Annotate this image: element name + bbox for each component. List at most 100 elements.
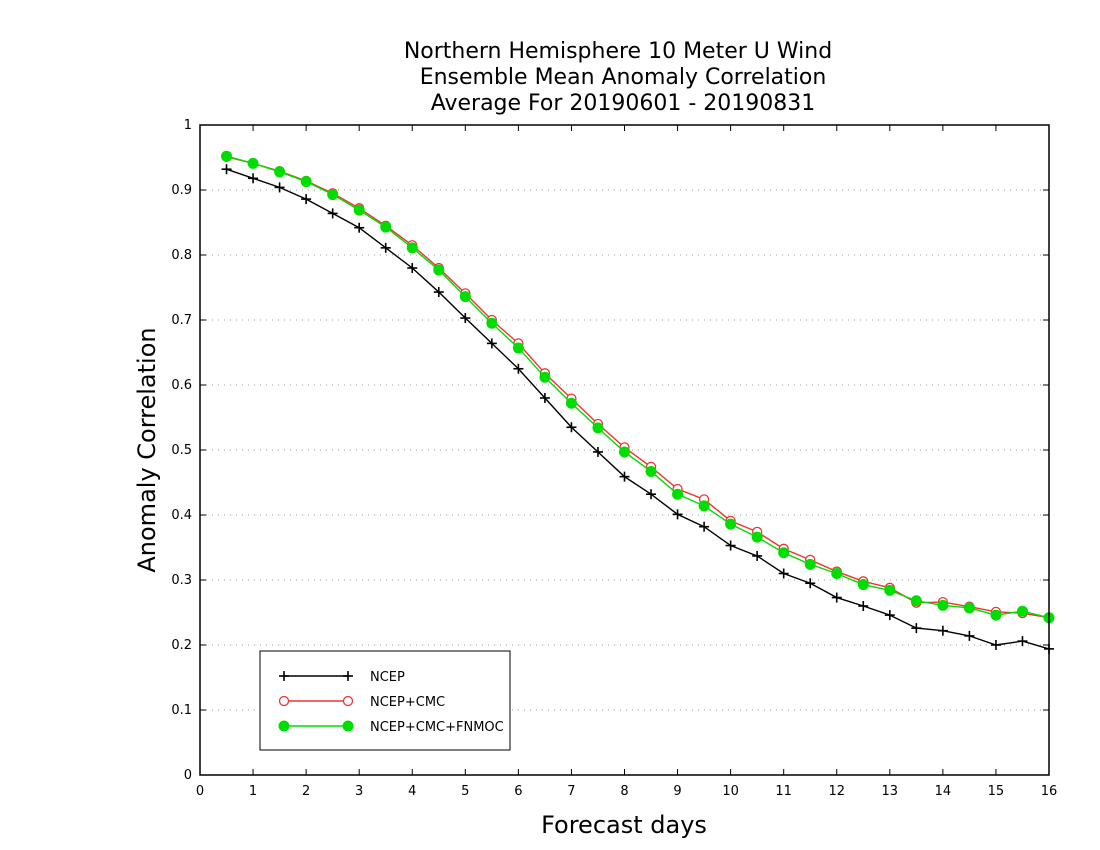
data-point-ncep <box>301 194 312 205</box>
plot-frame <box>199 124 1050 776</box>
data-point-ncep-cmc-fnmoc <box>831 568 843 579</box>
x-tick-label: 0 <box>196 784 204 799</box>
y-tick-label: 1 <box>184 118 192 133</box>
data-point-ncep <box>778 568 789 579</box>
chart-title-line-3: Average For 20190601 - 20190831 <box>431 91 816 116</box>
data-point-ncep <box>646 489 657 500</box>
data-point-ncep-cmc-fnmoc <box>433 264 445 276</box>
data-point-ncep-cmc-fnmoc <box>725 518 737 530</box>
legend-marker <box>342 695 354 707</box>
data-point-ncep-cmc-fnmoc <box>327 189 339 201</box>
y-tick-label: 0.6 <box>171 378 192 393</box>
x-tick-label: 11 <box>775 784 792 799</box>
series-line-ncep-cmc-fnmoc <box>226 155 1050 619</box>
x-tick-label: 10 <box>722 784 739 799</box>
data-point-ncep <box>725 540 736 551</box>
legend-marker <box>342 720 354 732</box>
data-point-ncep-cmc-fnmoc <box>645 465 657 477</box>
series-lines <box>221 150 1055 654</box>
x-tick-label: 8 <box>620 784 628 799</box>
x-tick-label: 15 <box>988 784 1005 799</box>
series-line-ncep <box>226 168 1050 650</box>
data-point-ncep <box>539 393 550 403</box>
series-ncep-cmc <box>221 151 1055 623</box>
data-point-ncep-cmc-fnmoc <box>778 547 790 559</box>
legend-marker <box>279 671 289 681</box>
data-point-ncep-cmc-fnmoc <box>353 204 365 216</box>
data-point-ncep-cmc-fnmoc <box>751 531 763 543</box>
x-tick-label: 12 <box>828 784 845 799</box>
x-tick-label: 9 <box>673 784 681 799</box>
legend-marker <box>278 695 290 707</box>
legend-item-ncep: NCEP <box>279 670 405 685</box>
data-point-ncep-cmc-fnmoc <box>990 609 1002 621</box>
data-point-ncep <box>354 222 365 233</box>
data-point-ncep <box>699 521 710 532</box>
x-tick-label: 7 <box>567 784 575 799</box>
legend-marker <box>343 671 353 681</box>
data-point-ncep-cmc-fnmoc <box>963 602 975 614</box>
series-ncep-cmc-fnmoc <box>221 150 1055 624</box>
data-point-ncep-cmc-fnmoc <box>698 500 710 512</box>
data-point-ncep <box>911 623 922 634</box>
data-point-ncep <box>831 592 842 603</box>
data-point-ncep-cmc-fnmoc <box>512 342 524 354</box>
axis-ticks: 00.10.20.30.40.50.60.70.80.910 1 2 3 4 5 6 7 8 9 1… <box>171 118 1057 799</box>
x-tick-label: 14 <box>935 784 952 799</box>
x-tick-label: 4 <box>408 784 416 799</box>
data-point-ncep <box>327 208 338 219</box>
y-tick-label: 0.5 <box>171 443 192 458</box>
y-tick-label: 0.4 <box>171 508 192 523</box>
y-tick-label: 0.3 <box>171 573 192 588</box>
y-tick-label: 0.2 <box>171 638 192 653</box>
chart-title: Northern Hemisphere 10 Meter U Wind Ense… <box>404 39 832 116</box>
data-point-ncep <box>619 471 630 482</box>
series-ncep <box>221 164 1054 654</box>
series-line-ncep-cmc <box>226 156 1050 619</box>
data-point-ncep <box>1017 636 1028 647</box>
data-point-ncep-cmc-fnmoc <box>247 157 259 169</box>
data-point-ncep-cmc-fnmoc <box>592 422 604 434</box>
data-point-ncep <box>460 313 471 324</box>
chart-title-line-1: Northern Hemisphere 10 Meter U Wind <box>404 39 832 64</box>
y-axis-label: Anomaly Correlation <box>133 327 161 572</box>
data-point-ncep <box>486 338 497 349</box>
data-point-ncep <box>407 263 418 273</box>
data-point-ncep <box>221 164 232 175</box>
y-tick-label: 0.9 <box>171 183 192 198</box>
data-point-ncep <box>566 422 577 433</box>
data-point-ncep-cmc-fnmoc <box>857 579 869 591</box>
y-tick-label: 0.7 <box>171 313 192 328</box>
data-point-ncep-cmc-fnmoc <box>1016 605 1028 617</box>
data-point-ncep <box>990 640 1001 650</box>
data-point-ncep <box>274 182 285 193</box>
x-tick-label: 5 <box>461 784 469 799</box>
data-point-ncep <box>513 363 524 374</box>
data-point-ncep-cmc-fnmoc <box>672 488 684 500</box>
legend-label: NCEP <box>370 670 405 685</box>
data-point-ncep <box>672 509 683 520</box>
data-point-ncep-cmc-fnmoc <box>910 595 922 607</box>
data-point-ncep <box>433 287 444 298</box>
x-tick-label: 2 <box>302 784 310 799</box>
data-point-ncep <box>937 625 948 636</box>
data-point-ncep-cmc-fnmoc <box>300 176 312 188</box>
data-point-ncep <box>884 610 895 621</box>
data-point-ncep-cmc-fnmoc <box>804 558 816 570</box>
data-point-ncep <box>248 173 259 184</box>
x-tick-label: 6 <box>514 784 522 799</box>
legend: NCEP NCEP+CMC NCEP+CMC+FNMOC <box>259 650 511 751</box>
data-point-ncep-cmc-fnmoc <box>937 599 949 611</box>
legend-item-ncep-cmc: NCEP+CMC <box>278 695 445 710</box>
data-point-ncep-cmc-fnmoc <box>221 150 233 162</box>
x-tick-label: 3 <box>355 784 363 799</box>
x-axis-label: Forecast days <box>541 811 707 839</box>
data-point-ncep-cmc-fnmoc <box>884 584 896 596</box>
data-point-ncep-cmc-fnmoc <box>565 397 577 409</box>
y-tick-label: 0.1 <box>171 703 192 718</box>
x-tick-label: 1 <box>249 784 257 799</box>
data-point-ncep-cmc-fnmoc <box>619 446 630 458</box>
legend-item-ncep-cmc-fnmoc: NCEP+CMC+FNMOC <box>278 720 504 735</box>
y-tick-label: 0.8 <box>171 248 192 263</box>
